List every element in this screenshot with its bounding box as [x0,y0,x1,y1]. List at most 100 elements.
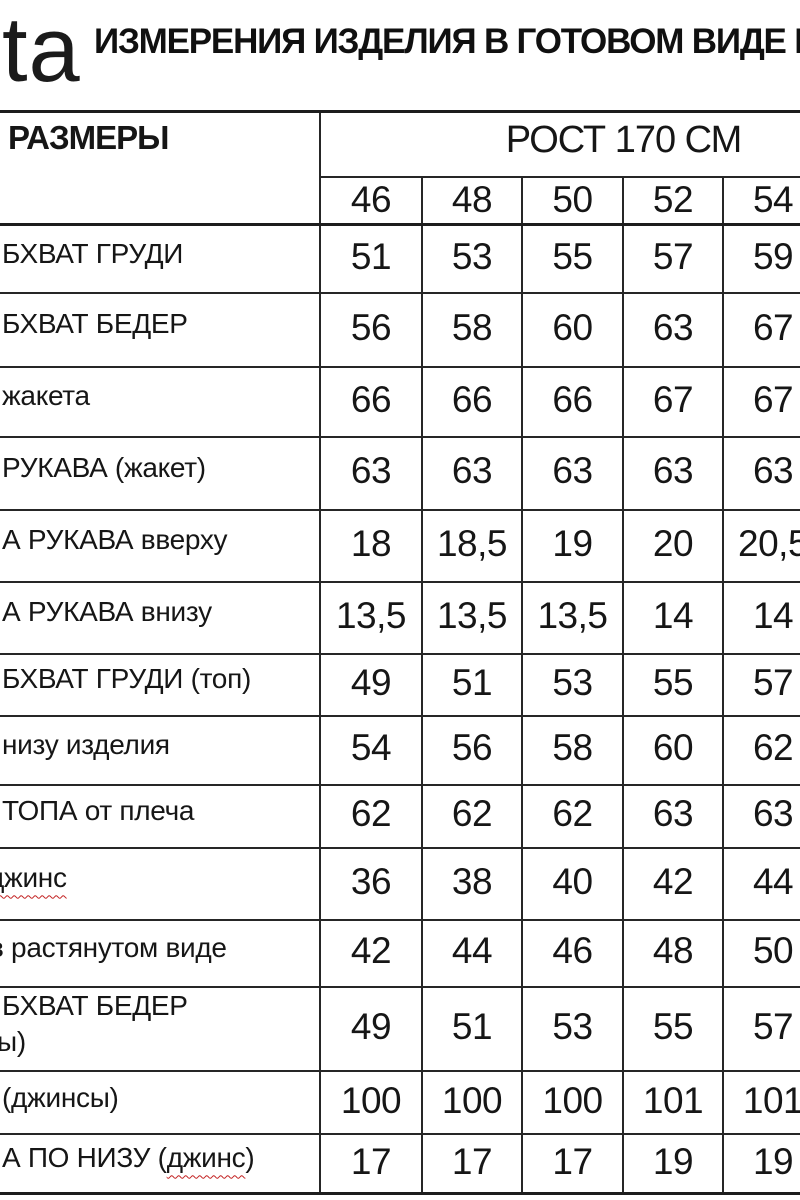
table-header: РАЗМЕРЫ РОСТ 170 СМ 46 48 50 52 54 [0,110,800,226]
cell-value: 13,5 [319,580,423,655]
cell-value: 46 [521,918,624,988]
label-text: жакета [2,380,90,412]
label-text: А ПО НИЗУ ( [2,1142,167,1174]
cell-value: 67 [622,365,724,438]
table-row: БХВАТ ГРУДИ (топ) 49 51 53 55 57 [0,652,800,717]
table-row: низу изделия 54 56 58 60 62 [0,714,800,786]
cell-value: 19 [521,508,624,583]
table-row: ТОПА от плеча 62 62 62 63 63 [0,783,800,849]
label-text: РУКАВА (жакет) [2,451,206,483]
table-row: БХВАТ ГРУДИ 51 53 55 57 59 [0,223,800,294]
cell-value: 13,5 [421,580,523,655]
measurement-label: (джинсы) [0,1070,321,1136]
label-text-line2: ы) [0,1025,26,1057]
brand-logo-fragment: ta [2,0,81,101]
table-row: (джинсы) 100 100 100 101 101 [0,1070,800,1136]
cell-value: 55 [622,652,724,717]
cell-value: 62 [319,783,423,849]
table-row: жакета 66 66 66 67 67 [0,365,800,438]
cell-value: 66 [421,365,523,438]
cell-value: 63 [622,783,724,849]
cell-value: 48 [622,918,724,988]
measurement-label: в растянутом виде [0,918,321,988]
size-col-46: 46 [320,175,423,226]
cell-value: 60 [622,714,724,786]
height-group-header: РОСТ 170 СМ [318,110,800,178]
cell-value: 20 [622,508,724,583]
height-group-label: РОСТ 170 СМ [505,119,743,162]
table-row: РУКАВА (жакет) 63 63 63 63 63 [0,435,800,511]
table-row: А РУКАВА вверху 18 18,5 19 20 20,5 [0,508,800,583]
label-text: ТОПА от плеча [2,794,195,826]
cell-value: 62 [721,714,800,786]
cell-value: 63 [622,435,724,511]
cell-value: 67 [721,365,800,438]
cell-value: 50 [721,918,800,988]
cell-value: 57 [721,985,800,1073]
size-col-52: 52 [622,175,724,226]
table-row: А РУКАВА внизу 13,5 13,5 13,5 14 14 [0,580,800,655]
cell-value: 101 [721,1070,800,1136]
measurement-label: БХВАТ БЕДЕР [0,291,321,368]
cell-value: 63 [721,783,800,849]
sizes-row: 46 48 50 52 54 [0,175,800,226]
cell-value: 66 [521,365,624,438]
label-text: БХВАТ БЕДЕР [2,989,188,1021]
measurement-label: РУКАВА (жакет) [0,435,321,511]
cell-value: 36 [319,846,423,921]
table-row: А ПО НИЗУ (джинс) 17 17 17 19 19 [0,1133,800,1195]
cell-value: 19 [721,1133,800,1195]
label-text: в растянутом виде [0,931,227,963]
measurement-label: БХВАТ ГРУДИ [0,223,321,294]
measurement-label: А ПО НИЗУ (джинс) [0,1133,321,1195]
cell-value: 44 [421,918,523,988]
cell-value: 49 [319,985,423,1073]
cell-value: 53 [421,223,523,294]
cell-value: 17 [319,1133,423,1195]
cell-value: 14 [721,580,800,655]
measurement-label: БХВАТ ГРУДИ (топ) [0,652,321,717]
size-col-54: 54 [721,175,800,226]
cell-value: 63 [521,435,624,511]
cell-value: 18 [319,508,423,583]
cell-value: 57 [622,223,724,294]
measurement-label: БХВАТ БЕДЕР ы) [0,985,321,1073]
cell-value: 14 [622,580,724,655]
cell-value: 63 [721,435,800,511]
cell-value: 17 [521,1133,624,1195]
label-text: БХВАТ БЕДЕР [2,308,188,340]
cell-value: 57 [721,652,800,717]
size-table-body: БХВАТ ГРУДИ 51 53 55 57 59 БХВАТ БЕДЕР 56 58 60 63… [0,223,800,1195]
misspelled-word: джинс [0,862,67,894]
cell-value: 63 [622,291,724,368]
measurement-label: джинс [0,846,321,921]
cell-value: 42 [319,918,423,988]
size-col-50: 50 [521,175,624,226]
cell-value: 100 [421,1070,523,1136]
measurement-label: А РУКАВА внизу [0,580,321,655]
cell-value: 56 [319,291,423,368]
cell-value: 18,5 [421,508,523,583]
cell-value: 53 [521,652,624,717]
measurement-label: ТОПА от плеча [0,783,321,849]
cell-value: 66 [319,365,423,438]
cell-value: 59 [721,223,800,294]
cell-value: 44 [721,846,800,921]
cell-value: 62 [521,783,624,849]
cell-value: 49 [319,652,423,717]
cell-value: 63 [421,435,523,511]
cell-value: 62 [421,783,523,849]
cell-value: 40 [521,846,624,921]
cell-value: 51 [319,223,423,294]
measurement-label: А РУКАВА вверху [0,508,321,583]
group-header-row: РАЗМЕРЫ РОСТ 170 СМ [0,110,800,226]
cell-value: 100 [319,1070,423,1136]
label-text: А РУКАВА внизу [2,596,212,628]
label-text: БХВАТ ГРУДИ [2,237,184,269]
size-table: РАЗМЕРЫ РОСТ 170 СМ 46 48 50 52 54 БХВАТ… [0,110,800,1195]
cell-value: 51 [421,985,523,1073]
cell-value: 67 [721,291,800,368]
table-row: в растянутом виде 42 44 46 48 50 [0,918,800,988]
cell-value: 54 [319,714,423,786]
